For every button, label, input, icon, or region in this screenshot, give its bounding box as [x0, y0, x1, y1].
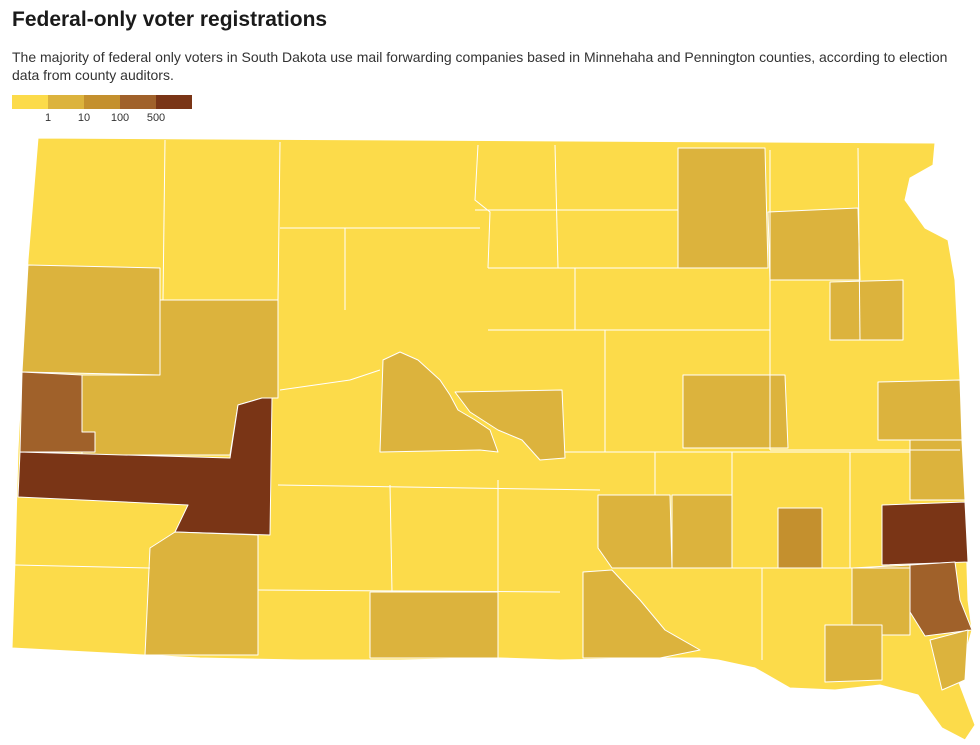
county-minnehaha: [881, 501, 969, 566]
county-union: [929, 629, 969, 691]
county-moody: [909, 439, 966, 501]
legend-label-100: 100: [110, 112, 130, 124]
legend-swatch-2: [84, 95, 120, 109]
legend-label-10: 10: [77, 112, 91, 124]
chart-subtitle: The majority of federal only voters in S…: [12, 49, 948, 83]
legend-swatch-0: [12, 95, 48, 109]
legend-label-500: 500: [146, 112, 166, 124]
county-fall-river: [144, 531, 259, 656]
county-yankton: [824, 624, 883, 683]
county-lyman: [597, 494, 673, 569]
county-day: [829, 279, 904, 341]
county-hughes: [454, 389, 566, 461]
legend-swatch-4: [156, 95, 192, 109]
county-stanley: [379, 351, 499, 453]
county-bennett: [369, 591, 499, 659]
legend-swatch-3: [120, 95, 156, 109]
south-dakota-county-map: [11, 137, 976, 741]
county-davison: [777, 507, 823, 569]
county-brule: [671, 494, 733, 569]
county-pennington: [17, 397, 273, 536]
county-marshall: [767, 207, 861, 281]
legend-label-1: 1: [44, 112, 52, 124]
county-harding: [21, 264, 161, 376]
chart-title: Federal-only voter registrations: [12, 8, 328, 31]
legend-swatch-1: [48, 95, 84, 109]
county-gregory: [582, 569, 701, 659]
county-turner: [851, 564, 911, 636]
county-mcpherson: [677, 147, 769, 269]
color-legend: 1 10 100 500: [12, 95, 192, 126]
county-brookings: [877, 379, 963, 441]
county-boundaries: [14, 139, 960, 660]
county-beadle: [682, 374, 789, 449]
